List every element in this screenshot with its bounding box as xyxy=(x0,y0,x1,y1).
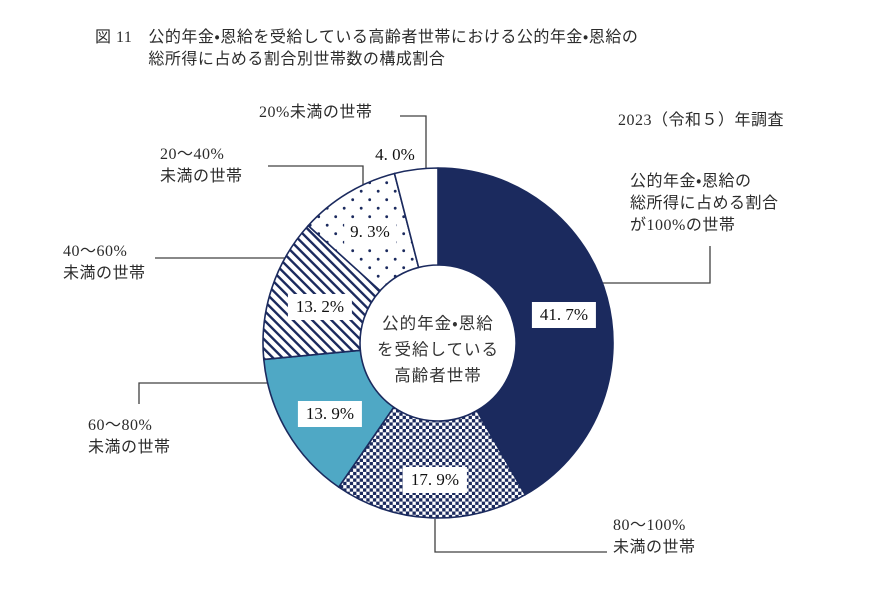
figure-title: 図 11 公的年金・恩給を受給している高齢者世帯における公的年金・恩給の 総所得… xyxy=(95,27,638,71)
slice-label-40-60: 40〜60% 未満の世帯 xyxy=(63,243,146,282)
slice-value-20-40: 9. 3% xyxy=(344,220,396,244)
donut-segments xyxy=(262,167,614,519)
leader-line-100pct xyxy=(603,246,711,284)
leader-line-20-40 xyxy=(268,165,364,186)
slice-label-60-80: 60〜80% 未満の世帯 xyxy=(88,417,171,456)
figure-title-text: 公的年金・恩給を受給している高齢者世帯における公的年金・恩給の 総所得に占める割… xyxy=(148,29,639,68)
figure-number: 図 11 xyxy=(95,29,133,46)
slice-value-80-100: 17. 9% xyxy=(402,467,468,493)
slice-label-100pct: 公的年金・恩給の 総所得に占める割合 が100%の世帯 xyxy=(630,173,779,234)
leader-line-80-100 xyxy=(434,519,607,553)
slice-label-80-100: 80〜100% 未満の世帯 xyxy=(613,517,696,556)
pie-slice-3 xyxy=(262,224,381,361)
pie-slice-1 xyxy=(337,406,526,519)
leader-line-under-20 xyxy=(400,115,427,170)
pie-slice-5 xyxy=(393,167,439,269)
slice-value-under-20: 4. 0% xyxy=(375,145,415,164)
donut-center-label: 公的年金・恩給 を受給している 高齢者世帯 xyxy=(376,314,500,385)
slice-value-60-80: 13. 9% xyxy=(297,401,363,427)
slice-value-100pct: 41. 7% xyxy=(531,302,597,328)
slice-label-20-40: 20〜40% 未満の世帯 xyxy=(160,146,243,185)
leader-line-60-80 xyxy=(138,382,267,404)
slice-label-under-20: 20%未満の世帯 xyxy=(259,104,373,121)
slice-value-40-60: 13. 2% xyxy=(287,294,353,320)
pie-slice-0 xyxy=(437,167,614,496)
survey-year-note: 2023（令和５）年調査 xyxy=(618,112,785,129)
